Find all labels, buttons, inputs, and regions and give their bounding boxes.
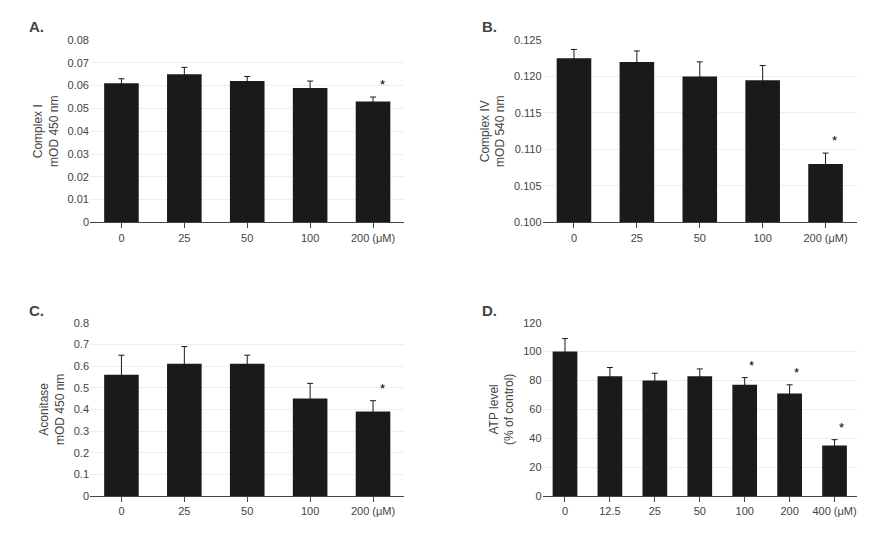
svg-text:200 (μM): 200 (μM) (803, 232, 847, 244)
svg-text:*: * (749, 358, 754, 373)
svg-text:0.8: 0.8 (74, 317, 89, 329)
svg-text:0.07: 0.07 (68, 57, 89, 69)
svg-text:25: 25 (178, 505, 190, 517)
svg-text:C.: C. (29, 302, 44, 319)
svg-text:0.1: 0.1 (74, 468, 89, 480)
svg-text:25: 25 (178, 232, 190, 244)
svg-text:20: 20 (529, 461, 541, 473)
svg-text:200 (μM): 200 (μM) (351, 505, 395, 517)
svg-text:50: 50 (241, 232, 253, 244)
svg-text:50: 50 (241, 505, 253, 517)
svg-text:120: 120 (523, 317, 541, 329)
svg-text:*: * (794, 365, 799, 380)
svg-text:0.100: 0.100 (514, 216, 542, 228)
svg-text:0.115: 0.115 (515, 107, 542, 119)
svg-text:ATP level(% of control): ATP level(% of control) (487, 374, 517, 445)
svg-text:Complex ImOD 450 nm: Complex ImOD 450 nm (31, 96, 61, 167)
svg-text:0.5: 0.5 (74, 382, 89, 394)
svg-text:60: 60 (529, 403, 541, 415)
svg-text:12.5: 12.5 (599, 505, 620, 517)
svg-text:25: 25 (631, 232, 643, 244)
svg-text:25: 25 (649, 505, 661, 517)
svg-text:*: * (839, 420, 844, 435)
svg-text:0.06: 0.06 (68, 79, 89, 91)
svg-text:0: 0 (118, 232, 124, 244)
svg-text:*: * (380, 381, 385, 396)
svg-text:400 (μM): 400 (μM) (812, 505, 856, 517)
svg-text:0.2: 0.2 (74, 447, 89, 459)
svg-text:0: 0 (118, 505, 124, 517)
svg-text:40: 40 (529, 432, 541, 444)
svg-text:0.105: 0.105 (514, 180, 542, 192)
svg-text:0.01: 0.01 (68, 193, 89, 205)
svg-text:0: 0 (535, 490, 541, 502)
svg-text:100: 100 (736, 505, 754, 517)
svg-text:80: 80 (529, 374, 541, 386)
svg-text:0: 0 (571, 232, 577, 244)
svg-text:100: 100 (753, 232, 771, 244)
svg-text:0.03: 0.03 (68, 148, 89, 160)
svg-text:0: 0 (83, 490, 89, 502)
svg-text:0.3: 0.3 (74, 425, 89, 437)
svg-text:B.: B. (482, 18, 497, 35)
svg-text:AconitasemOD 450 nm: AconitasemOD 450 nm (37, 374, 67, 445)
svg-text:100: 100 (301, 232, 319, 244)
svg-text:200: 200 (780, 505, 798, 517)
svg-text:0.4: 0.4 (74, 403, 89, 415)
svg-text:0.04: 0.04 (68, 125, 89, 137)
svg-text:200 (μM): 200 (μM) (351, 232, 395, 244)
svg-text:0.125: 0.125 (514, 34, 542, 46)
svg-text:0: 0 (83, 216, 89, 228)
svg-text:50: 50 (694, 232, 706, 244)
svg-text:0: 0 (562, 505, 568, 517)
svg-text:0.110: 0.110 (515, 143, 542, 155)
svg-text:0.05: 0.05 (68, 102, 89, 114)
svg-text:0.6: 0.6 (74, 360, 89, 372)
svg-text:*: * (832, 133, 837, 148)
svg-text:Complex IVmOD 540 nm: Complex IVmOD 540 nm (478, 96, 508, 167)
svg-text:100: 100 (301, 505, 319, 517)
svg-text:50: 50 (694, 505, 706, 517)
svg-text:A.: A. (29, 18, 44, 35)
svg-text:0.02: 0.02 (68, 171, 89, 183)
svg-text:D.: D. (482, 302, 497, 319)
svg-text:0.7: 0.7 (74, 338, 89, 350)
svg-text:*: * (380, 77, 385, 92)
svg-text:0.08: 0.08 (68, 34, 89, 46)
svg-text:100: 100 (523, 345, 541, 357)
svg-text:0.120: 0.120 (514, 70, 542, 82)
